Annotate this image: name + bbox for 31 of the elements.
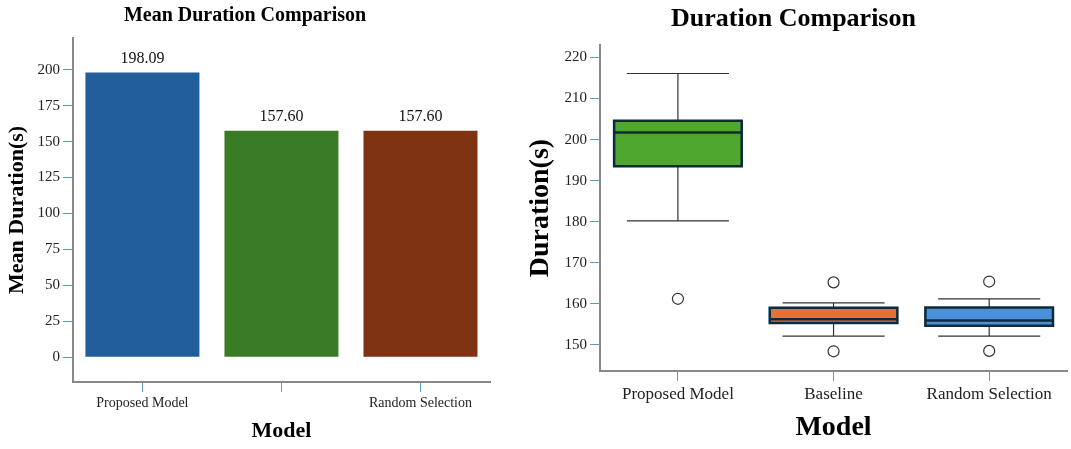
y-tick-label: 190 xyxy=(564,171,588,188)
chart-title: Duration Comparison xyxy=(671,3,917,33)
y-tick-label: 175 xyxy=(37,96,60,113)
x-tick-label: Baseline xyxy=(804,383,863,403)
y-tick-label: 200 xyxy=(37,60,60,77)
y-tick-label: 170 xyxy=(564,253,588,270)
x-tick-label: Random Selection xyxy=(926,383,1053,403)
y-tick-label: 50 xyxy=(44,276,60,293)
y-tick-label: 220 xyxy=(564,48,588,65)
y-tick-label: 75 xyxy=(44,240,60,257)
y-tick-label: 125 xyxy=(37,168,60,185)
x-tick-label: Proposed Model xyxy=(96,394,189,410)
data-label: 157.60 xyxy=(259,106,304,124)
y-axis-title: Mean Duration(s) xyxy=(2,125,28,294)
data-label: 157.60 xyxy=(398,106,443,124)
y-tick-label: 210 xyxy=(564,89,588,106)
x-tick-label: Random Selection xyxy=(368,394,473,410)
x-tick-label: Proposed Model xyxy=(621,383,735,403)
data-label: 198.09 xyxy=(120,48,165,66)
x-axis-title: Model xyxy=(251,417,312,443)
chart-title: Mean Duration Comparison xyxy=(123,3,367,27)
y-tick-label: 0 xyxy=(52,348,60,365)
y-tick-label: 150 xyxy=(37,132,60,149)
y-tick-label: 200 xyxy=(564,130,588,147)
y-tick-label: 100 xyxy=(37,204,60,221)
y-tick-label: 160 xyxy=(564,294,588,311)
y-tick-label: 25 xyxy=(44,312,60,329)
x-axis-title: Model xyxy=(795,410,872,442)
y-axis-title: Duration(s) xyxy=(523,138,555,278)
y-tick-label: 180 xyxy=(564,212,588,229)
y-tick-label: 150 xyxy=(564,335,588,352)
